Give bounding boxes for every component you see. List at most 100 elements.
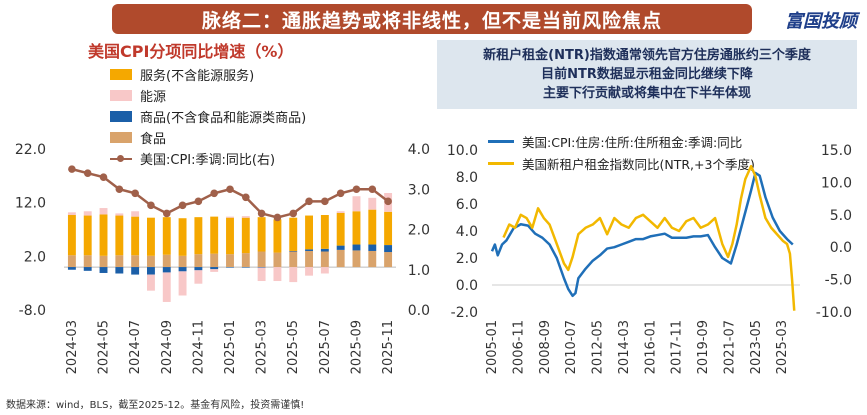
cpi-point-2024-03	[68, 165, 76, 173]
bar-energy-2024-04	[83, 211, 92, 216]
legend-item-ntr: 美国新租户租金指数同比(NTR,+3个季度)	[488, 152, 755, 174]
cpi-line-series	[71, 167, 389, 219]
brand-logo: 富国投顾	[785, 11, 857, 32]
right-y2-tick-3: 0.0	[830, 240, 852, 256]
right-x-tick-2008-09: 2008-09	[538, 320, 553, 374]
bar-food-2025-06	[305, 250, 313, 268]
right-title-line-1: 新租户租金(NTR)指数通常领先官方住房通胀约三个季度	[483, 48, 811, 63]
legend-label-cpi-line: 美国:CPI:季调:同比(右)	[140, 153, 276, 168]
bar-food-2025-03	[257, 251, 266, 268]
bar-services-2025-07	[320, 215, 329, 249]
bar-food-2024-07	[131, 255, 140, 268]
bar-core_goods-2025-01	[226, 267, 234, 268]
left-y2-tick-1: 3.0	[408, 182, 430, 198]
bar-core_goods-2024-11	[194, 267, 203, 271]
legend-label-core-goods: 商品(不含食品和能源类商品)	[140, 111, 307, 126]
right-title-line-3: 主要下行贡献或将集中在下半年体现	[542, 86, 751, 101]
right-x-tick-2016-01: 2016-01	[643, 320, 658, 374]
legend-item-official-rent: 美国:CPI:住房:住所:住所租金:季调:同比	[488, 130, 755, 152]
bar-services-2024-05	[99, 214, 108, 256]
bar-services-2025-09	[352, 211, 361, 245]
left-x-tick-2024-03: 2024-03	[65, 320, 80, 374]
bar-core_goods-2024-08	[147, 267, 155, 275]
bar-food-2024-03	[67, 255, 76, 268]
bar-services-2025-02	[241, 217, 250, 254]
right-x-tick-2012-05: 2012-05	[591, 320, 606, 374]
bar-energy-2025-10	[368, 197, 377, 210]
left-y-tick-3: -8.0	[19, 303, 46, 319]
bar-core_goods-2024-05	[99, 267, 108, 273]
bar-core_goods-2025-05	[289, 250, 298, 252]
right-x-tick-2019-09: 2019-09	[696, 320, 711, 374]
bar-food-2025-11	[384, 252, 393, 268]
left-x-tick-2025-03: 2025-03	[255, 320, 270, 374]
legend-swatch-services	[110, 69, 132, 80]
bar-core_goods-2025-02	[241, 267, 250, 268]
bar-energy-2025-06	[305, 267, 313, 276]
bar-core_goods-2024-03	[67, 267, 76, 270]
bar-food-2025-05	[289, 251, 298, 268]
left-y-tick-2: 2.0	[24, 249, 46, 265]
legend-swatch-cpi-line	[110, 153, 132, 164]
right-x-tick-2010-07: 2010-07	[564, 320, 579, 374]
bar-food-2025-10	[368, 250, 377, 268]
right-y2-tick-1: 10.0	[821, 175, 852, 191]
bar-energy-2025-11	[384, 193, 393, 212]
bar-core_goods-2024-10	[178, 267, 187, 272]
bar-services-2024-04	[83, 215, 92, 256]
right-x-tick-2005-01: 2005-01	[485, 320, 500, 374]
bar-food-2025-02	[241, 253, 250, 268]
bar-energy-2025-03	[257, 267, 266, 282]
bar-services-2025-10	[368, 209, 377, 245]
right-title-line-2: 目前NTR数据显示租金同比继续下降	[541, 67, 753, 82]
bar-energy-2025-05	[289, 267, 298, 283]
right-y2-tick-4: -5.0	[825, 273, 852, 289]
legend-item-cpi-line: 美国:CPI:季调:同比(右)	[110, 148, 306, 169]
cpi-point-2024-06	[115, 185, 124, 194]
bar-services-2024-03	[67, 215, 76, 256]
bar-core_goods-2024-12	[210, 267, 219, 270]
cpi-point-2024-12	[210, 189, 218, 198]
legend-item-food: 食品	[110, 127, 306, 148]
bar-food-2024-06	[115, 255, 124, 268]
bar-energy-2024-06	[115, 213, 124, 216]
left-x-tick-2024-07: 2024-07	[128, 320, 143, 374]
right-y2-tick-5: -10.0	[816, 305, 852, 321]
bar-services-2025-05	[289, 217, 298, 251]
left-chart-title: 美国CPI分项同比增速（%）	[88, 42, 294, 61]
cpi-point-2025-09	[352, 185, 361, 194]
banner-title: 脉络二：通胀趋势或将非线性，但不是当前风险焦点	[112, 4, 752, 34]
left-chart-legend: 服务(不含能源服务) 能源 商品(不含食品和能源类商品) 食品 美国:CPI:季…	[110, 64, 306, 169]
legend-label-food: 食品	[140, 132, 167, 147]
cpi-point-2024-05	[99, 173, 108, 181]
bar-food-2024-12	[210, 253, 219, 268]
left-x-tick-2024-05: 2024-05	[97, 320, 112, 374]
bar-energy-2025-04	[273, 267, 282, 282]
bar-energy-2024-10	[178, 271, 187, 296]
bar-core_goods-2025-07	[320, 248, 329, 252]
right-x-tick-2021-07: 2021-07	[722, 320, 737, 374]
bar-services-2024-10	[178, 218, 187, 256]
right-y-tick-4: 2.0	[456, 251, 478, 267]
footnote: 数据来源：wind，BLS，截至2025-12。基金有风险，投资需谨慎!	[6, 400, 305, 411]
bar-energy-2024-03	[67, 212, 76, 216]
left-y2-tick-0: 4.0	[408, 142, 430, 158]
bar-services-2024-11	[194, 217, 203, 255]
bar-services-2025-06	[305, 215, 313, 250]
bar-food-2024-08	[147, 255, 155, 268]
bar-core_goods-2024-04	[83, 267, 92, 271]
left-y2-tick-3: 1.0	[408, 263, 430, 279]
cpi-point-2025-07	[321, 197, 329, 206]
bar-energy-2025-08	[336, 211, 345, 213]
right-y2-tick-0: 15.0	[821, 143, 852, 159]
cpi-point-2025-11	[384, 197, 392, 206]
bar-services-2025-04	[273, 219, 282, 253]
bar-food-2025-04	[273, 252, 282, 268]
bar-core_goods-2024-06	[115, 267, 124, 274]
right-chart-title: 新租户租金(NTR)指数通常领先官方住房通胀约三个季度 目前NTR数据显示租金同…	[437, 40, 857, 109]
bar-food-2024-09	[162, 254, 171, 268]
bar-energy-2025-07	[320, 267, 329, 274]
bar-core_goods-2025-11	[384, 245, 393, 253]
bar-food-2025-07	[320, 251, 329, 268]
bar-energy-2025-01	[226, 216, 234, 218]
